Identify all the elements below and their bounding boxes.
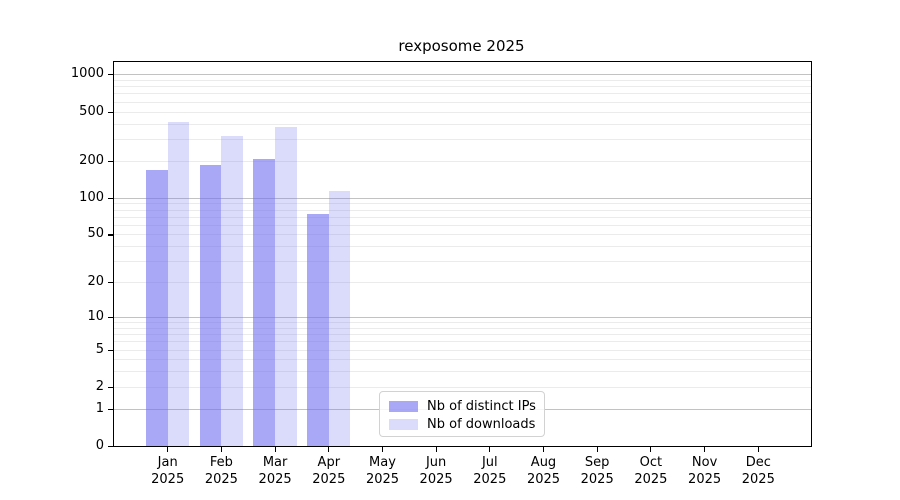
gridline-900: [114, 79, 811, 81]
bar-jan-downloads: [167, 121, 190, 446]
y-tick-5: [107, 349, 113, 351]
legend-swatch-downloads: [389, 418, 418, 430]
x-tick-nov: [704, 447, 706, 453]
gridline-200: [114, 160, 811, 162]
x-tick-label-jul: Jul 2025: [473, 455, 507, 487]
y-tick-label-1: 1: [95, 400, 104, 416]
x-tick-label-feb: Feb 2025: [204, 455, 238, 487]
gridline-90: [114, 203, 811, 205]
gridline-7: [114, 334, 811, 336]
x-tick-jan: [167, 447, 169, 453]
gridline-800: [114, 86, 811, 88]
bar-apr-distinct-ips: [307, 214, 329, 446]
gridline-2: [114, 386, 811, 388]
gridline-600: [114, 101, 811, 103]
legend-item-distinct-ips: Nb of distinct IPs: [389, 398, 536, 415]
plot-area: 0 1 2 5 10 20 50 100 200 500 1000 Jan 2025 Feb 2025 M…: [71, 60, 812, 487]
y-tick-20: [107, 282, 113, 284]
gridline-10: [114, 317, 811, 318]
y-tick-label-50: 50: [87, 226, 104, 242]
y-tick-label-200: 200: [79, 152, 104, 168]
y-tick-1: [107, 408, 113, 410]
bar-apr-downloads: [328, 191, 351, 446]
y-tick-label-100: 100: [79, 189, 104, 205]
x-tick-oct: [650, 447, 652, 453]
gridline-300: [114, 138, 811, 140]
y-tick-label-500: 500: [79, 103, 104, 119]
x-tick-label-mar: Mar 2025: [258, 455, 292, 487]
gridline-6: [114, 341, 811, 343]
y-tick-200: [107, 160, 113, 162]
x-tick-label-jun: Jun 2025: [419, 455, 453, 487]
x-tick-may: [381, 447, 384, 453]
bar-feb-downloads: [221, 135, 244, 446]
legend: Nb of distinct IPs Nb of downloads: [379, 390, 545, 437]
gridline-50: [114, 234, 811, 236]
x-tick-sep: [596, 447, 598, 453]
x-tick-aug: [542, 447, 545, 453]
x-tick-apr: [328, 447, 330, 453]
x-tick-label-jan: Jan 2025: [151, 455, 185, 487]
gridline-9: [114, 322, 811, 324]
x-tick-label-apr: Apr 2025: [312, 455, 346, 487]
y-tick-1000: [107, 74, 113, 76]
x-tick-label-aug: Aug 2025: [526, 455, 561, 487]
gridline-8: [114, 327, 811, 329]
x-tick-label-oct: Oct 2025: [634, 455, 668, 487]
y-tick-label-1000: 1000: [70, 66, 104, 82]
x-tick-label-may: May 2025: [365, 455, 400, 487]
legend-swatch-distinct-ips: [389, 400, 418, 412]
y-tick-label-20: 20: [87, 274, 104, 290]
chart-title: rexposome 2025: [398, 37, 525, 55]
x-tick-label-dec: Dec 2025: [741, 455, 775, 487]
gridline-40: [114, 246, 811, 248]
gridline-1000: [114, 74, 811, 76]
legend-item-downloads: Nb of downloads: [389, 416, 535, 433]
y-tick-0: [107, 446, 113, 448]
legend-label-distinct-ips: Nb of distinct IPs: [427, 398, 536, 414]
y-tick-100: [107, 197, 113, 199]
bar-jan-distinct-ips: [146, 170, 168, 446]
y-tick-label-0: 0: [95, 438, 104, 453]
gridline-700: [114, 93, 811, 95]
y-tick-10: [107, 317, 113, 319]
bar-mar-downloads: [275, 126, 297, 446]
gridline-3: [114, 371, 811, 373]
gridline-70: [114, 216, 811, 218]
bar-feb-distinct-ips: [199, 165, 222, 446]
x-tick-jul: [489, 447, 491, 453]
x-tick-feb: [220, 447, 222, 453]
bar-mar-distinct-ips: [253, 158, 276, 446]
x-tick-dec: [757, 447, 759, 453]
legend-label-downloads: Nb of downloads: [427, 416, 536, 432]
gridline-60: [114, 224, 811, 226]
gridline-100: [114, 197, 811, 199]
x-tick-jun: [435, 447, 437, 453]
gridline-400: [114, 123, 811, 125]
gridline-5: [114, 349, 811, 351]
y-tick-label-5: 5: [95, 341, 104, 357]
y-tick-2: [107, 386, 113, 389]
x-tick-label-nov: Nov 2025: [688, 455, 722, 487]
gridline-20: [114, 282, 811, 284]
gridline-80: [114, 209, 811, 211]
y-tick-500: [107, 111, 113, 113]
gridline-500: [114, 111, 811, 113]
x-tick-mar: [274, 447, 276, 453]
x-tick-label-sep: Sep 2025: [580, 455, 614, 487]
y-tick-label-2: 2: [95, 378, 104, 394]
gridline-4: [114, 359, 811, 361]
y-tick-label-10: 10: [87, 309, 104, 324]
y-tick-50: [107, 234, 113, 236]
gridline-30: [114, 261, 811, 263]
